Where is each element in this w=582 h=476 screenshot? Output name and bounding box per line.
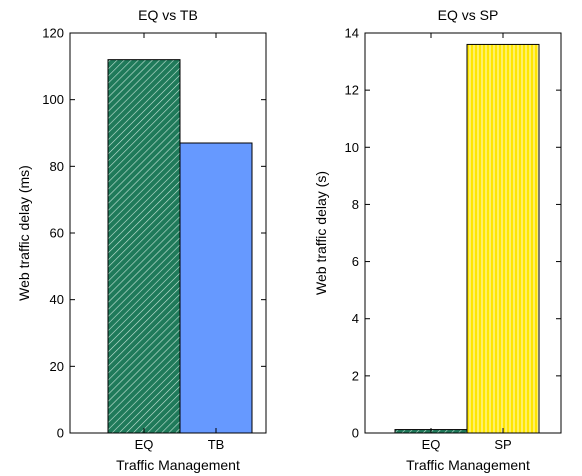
left-y-tick-label: 100 [42,92,64,107]
left-y-tick-label: 40 [50,292,64,307]
left-y-tick-label: 60 [50,226,64,241]
right-y-tick-label: 14 [345,26,359,41]
right-y-tick-label: 4 [352,311,359,326]
right-y-tick-label: 0 [352,426,359,441]
right-x-ticks: EQ SP [422,33,512,452]
left-y-axis-label: Web traffic delay (ms) [16,165,32,301]
left-x-ticks: EQ TB [135,33,225,452]
left-bar-tb [179,142,253,434]
right-y-tick-label: 10 [345,140,359,155]
left-y-tick-label: 120 [42,26,64,41]
left-bars [107,59,253,434]
right-x-axis-label: Traffic Management [406,457,530,473]
right-y-axis-label: Web traffic delay (s) [313,171,329,295]
right-axes-box [364,32,562,434]
right-bar-sp [466,43,540,434]
right-bars [394,43,540,434]
right-x-tick-label: EQ [422,437,441,452]
right-y-tick-label: 6 [352,254,359,269]
left-y-ticks: 0 20 40 60 80 100 120 [42,26,266,441]
left-x-tick-label: TB [208,437,225,452]
left-y-tick-label: 80 [50,159,64,174]
right-subplot: EQ vs SP 0 2 4 6 8 10 12 14 EQ SP Web traffic de… [313,7,562,473]
left-x-tick-label: EQ [135,437,154,452]
right-x-tick-label: SP [494,437,511,452]
left-y-tick-label: 20 [50,359,64,374]
right-y-ticks: 0 2 4 6 8 10 12 14 [345,26,561,441]
right-y-tick-label: 12 [345,83,359,98]
left-subplot: EQ vs TB 0 20 40 60 80 100 120 EQ TB Web traffi… [16,7,267,473]
left-bar-eq [107,59,181,434]
left-chart-title: EQ vs TB [138,7,198,23]
right-chart-title: EQ vs SP [438,7,499,23]
right-y-tick-label: 2 [352,368,359,383]
left-y-tick-label: 0 [57,426,64,441]
left-x-axis-label: Traffic Management [116,457,240,473]
right-y-tick-label: 8 [352,197,359,212]
